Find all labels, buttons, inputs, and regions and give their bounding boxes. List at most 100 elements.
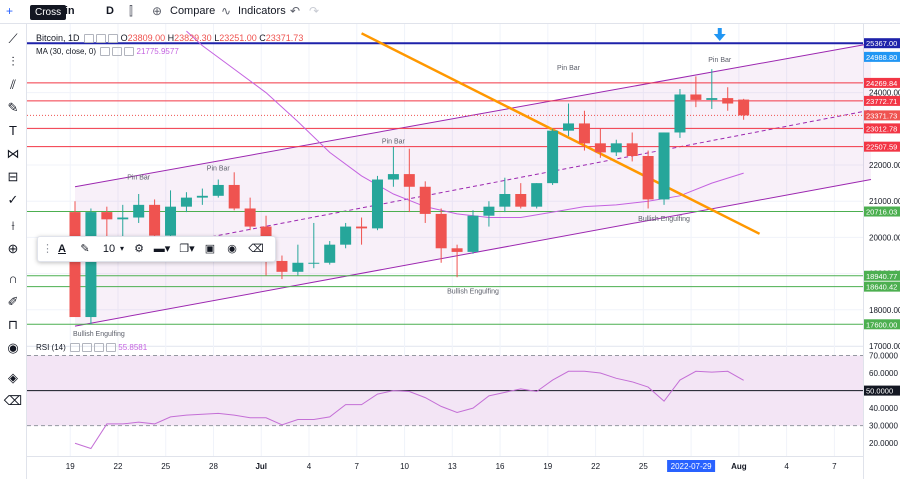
candle-body [276, 260, 288, 272]
rsi-level-label: 50.0000 [866, 387, 893, 396]
candle-body [451, 248, 463, 252]
candle-body [117, 217, 129, 220]
ruler-icon[interactable]: ⟊ [11, 218, 15, 233]
price-level-tag [864, 270, 900, 281]
visibility-icon[interactable]: ◉ [227, 243, 237, 255]
ohlc-high: 23829.30 [174, 33, 212, 43]
price-level-label: 23772.71 [866, 97, 897, 106]
chevron-down-icon[interactable]: ▾ [119, 244, 124, 253]
fib-tool-icon[interactable]: ⫶ [11, 54, 15, 69]
rsi-settings-icon[interactable] [82, 343, 93, 353]
price-tick-label: 22000.00 [869, 161, 900, 170]
time-highlight-tag [667, 460, 716, 472]
icon-tool-icon[interactable]: ✓ [7, 192, 19, 207]
legend-eye-icon[interactable] [84, 34, 95, 44]
channel-tool-icon[interactable]: ⫽ [10, 77, 16, 92]
undo-icon[interactable]: ↶ [290, 4, 301, 18]
candle-body [133, 204, 145, 218]
pattern-annotation: Pin Bar [557, 65, 581, 72]
layers-icon[interactable]: ◈ [8, 370, 18, 385]
gear-icon[interactable]: ⚙ [134, 243, 144, 255]
magnet-icon[interactable]: ∩ [8, 271, 18, 286]
candle-body [467, 215, 479, 252]
candle-body [324, 244, 336, 263]
candle-body [594, 143, 606, 153]
candle-body [419, 186, 431, 214]
time-tick-label: 28 [209, 462, 218, 471]
drag-handle-icon[interactable]: ⋮ [42, 243, 53, 255]
rsi-more-icon[interactable] [106, 343, 117, 353]
text-tool-icon[interactable]: T [9, 123, 17, 138]
price-level-tag [864, 38, 900, 49]
pattern-annotation: Pin Bar [127, 175, 151, 182]
price-level-tag [864, 123, 900, 134]
pencil-icon[interactable]: ✎ [80, 243, 90, 255]
delete-icon[interactable]: ⌫ [248, 243, 264, 255]
zoom-in-icon[interactable]: ⊕ [7, 241, 19, 256]
template-icon[interactable]: ▬▾ [153, 243, 171, 255]
trash-icon[interactable]: ⌫ [3, 393, 23, 408]
compare-icon[interactable]: ⊕ [152, 4, 163, 18]
price-tick-label: 21000.00 [869, 197, 900, 206]
legend-more-icon[interactable] [108, 34, 119, 44]
redo-icon[interactable]: ↷ [309, 4, 320, 18]
crosshair-icon[interactable]: + [6, 4, 14, 18]
font-size-select[interactable]: 10 [102, 243, 116, 255]
rsi-value: 55.8581 [118, 343, 148, 352]
candle-body [180, 197, 192, 207]
ma-close-icon[interactable] [124, 47, 135, 57]
price-level-tag [864, 77, 900, 88]
time-tick-label: 4 [307, 462, 312, 471]
time-tick-label: 25 [161, 462, 170, 471]
eye-icon[interactable]: ◉ [7, 340, 19, 355]
compare-button[interactable]: Compare [170, 5, 216, 17]
candle-body [499, 194, 511, 207]
ohlc-low: 23251.00 [219, 33, 257, 43]
candle-body [340, 226, 352, 245]
candle-body [578, 123, 590, 144]
text-color-icon[interactable]: A [58, 243, 66, 255]
prediction-tool-icon[interactable]: ⊟ [7, 169, 19, 184]
indicators-icon[interactable]: ∿ [221, 4, 232, 18]
lock-drawing-icon[interactable]: ✐ [7, 294, 19, 309]
time-tick-label: 19 [66, 462, 75, 471]
pattern-annotation: Pin Bar [708, 57, 732, 64]
rsi-tick-label: 40.0000 [869, 404, 898, 413]
candle-body [706, 98, 718, 100]
candle-body [483, 206, 495, 216]
ohlc-high-label: H [167, 33, 175, 43]
pattern-annotation: Bullish Engulfing [73, 331, 125, 338]
ohlc-close: 23371.73 [265, 33, 304, 43]
channel-upper [74, 42, 872, 188]
price-level-label: 20716.03 [866, 208, 897, 217]
candle-body [308, 262, 320, 264]
pattern-tool-icon[interactable]: ⋈ [6, 146, 20, 161]
clone-icon[interactable]: ❐▾ [179, 243, 195, 255]
time-tick-label: 22 [114, 462, 123, 471]
rsi-eye-icon[interactable] [70, 343, 81, 353]
legend-settings-icon[interactable] [96, 34, 107, 44]
price-level-label: 18640.42 [866, 283, 897, 292]
interval-button[interactable]: D [106, 5, 114, 17]
lock-icon[interactable]: ▣ [204, 243, 216, 255]
price-level-tag [864, 319, 900, 330]
ohlc-low-label: L [214, 33, 220, 43]
time-tick-label: 16 [496, 462, 505, 471]
candle-body [642, 156, 654, 200]
candle-body [738, 99, 750, 116]
candle-body [69, 212, 81, 318]
ma-eye-icon[interactable] [100, 47, 111, 57]
rsi-level-tag [864, 385, 900, 396]
lock-icon[interactable]: ⊓ [7, 317, 19, 332]
rsi-close-icon[interactable] [94, 343, 105, 353]
brush-tool-icon[interactable]: ✎ [7, 100, 19, 115]
price-tick-label: 20000.00 [869, 233, 900, 242]
chart-type-icon[interactable]: ⫿ [129, 4, 133, 18]
indicators-button[interactable]: Indicators [238, 5, 286, 17]
candle-body [547, 130, 559, 184]
trendline-tool-icon[interactable]: ⟋ [8, 31, 18, 46]
candle-body [435, 213, 447, 249]
candle-body [244, 208, 256, 227]
ma-settings-icon[interactable] [112, 47, 123, 57]
ma-legend: MA (30, close, 0) 21775.9577 [36, 47, 179, 57]
